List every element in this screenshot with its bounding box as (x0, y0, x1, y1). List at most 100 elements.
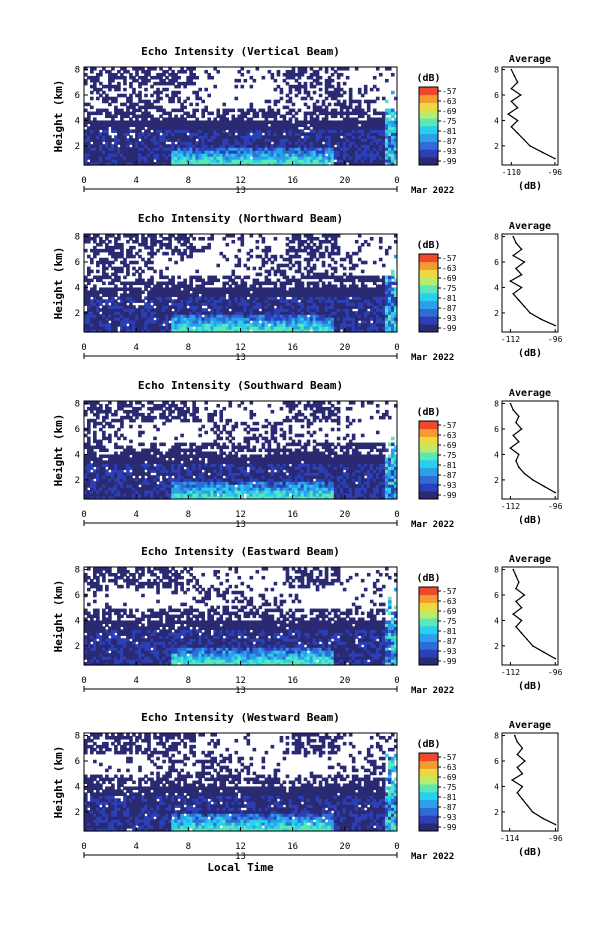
heatmap-cell (207, 242, 211, 247)
heatmap-cell (105, 481, 109, 485)
heatmap-cell (96, 242, 100, 247)
heatmap-cell (327, 81, 332, 86)
heatmap-cell (111, 260, 115, 265)
heatmap-cell (330, 93, 335, 98)
heatmap-cell (237, 302, 242, 306)
heatmap-cell (87, 236, 91, 241)
heatmap-cell (270, 156, 275, 160)
heatmap-cell (117, 108, 121, 113)
heatmap-cell (351, 305, 356, 309)
heatmap-cell (378, 129, 383, 133)
heatmap-cell (237, 159, 242, 163)
heatmap-cell (369, 329, 374, 333)
heatmap-cell (147, 138, 151, 142)
heatmap-cell (189, 75, 193, 80)
heatmap-cell (183, 129, 187, 133)
heatmap-cell (279, 305, 284, 309)
heatmap-cell (327, 293, 332, 297)
heatmap-cell (159, 272, 163, 277)
heatmap-cell (327, 251, 332, 256)
heatmap-cell (171, 287, 175, 292)
heatmap-cell (174, 302, 178, 306)
heatmap-cell (177, 162, 181, 166)
heatmap-cell (159, 153, 163, 157)
profile-point (516, 132, 519, 134)
heatmap-cell (255, 159, 260, 163)
heatmap-cell (339, 293, 344, 297)
heatmap-cell (282, 135, 287, 139)
heatmap-cell (159, 126, 163, 130)
heatmap-cell (285, 248, 290, 253)
heatmap-cell (156, 81, 160, 86)
heatmap-cell (135, 323, 139, 327)
heatmap-cell (120, 260, 124, 265)
heatmap-cell (342, 317, 347, 321)
heatmap-cell (87, 326, 91, 330)
heatmap-cell (273, 326, 278, 330)
heatmap-cell (201, 293, 205, 297)
heatmap-cell (132, 123, 136, 127)
heatmap-cell (240, 281, 245, 286)
heatmap-cell (234, 329, 239, 333)
heatmap-cell (99, 317, 103, 321)
heatmap-cell (330, 284, 335, 289)
heatmap-cell (309, 96, 314, 101)
heatmap-cell (135, 162, 139, 166)
heatmap-cell (327, 308, 332, 312)
heatmap-cell (246, 126, 251, 130)
heatmap-cell (204, 120, 208, 125)
heatmap-cell (303, 302, 308, 306)
heatmap-cell (381, 96, 386, 101)
heatmap-cell (126, 234, 130, 238)
heatmap-cell (288, 260, 293, 265)
heatmap-cell (243, 78, 248, 83)
heatmap-cell (114, 114, 118, 119)
heatmap-cell (288, 329, 293, 333)
heatmap-cell (309, 72, 314, 77)
heatmap-cell (114, 466, 118, 470)
heatmap-cell (264, 326, 269, 330)
heatmap-cell (363, 239, 368, 244)
heatmap-cell (270, 132, 275, 136)
heatmap-cell (102, 463, 106, 467)
heatmap-cell (174, 236, 178, 241)
heatmap-cell (195, 108, 199, 113)
colorbar-tick-label: -69 (442, 107, 457, 116)
heatmap-cell (213, 320, 218, 324)
heatmap-cell (369, 126, 374, 130)
heatmap-cell (117, 254, 121, 259)
heatmap-cell (228, 290, 233, 294)
heatmap-cell (171, 290, 175, 294)
heatmap-cell (237, 141, 242, 145)
heatmap-cell (321, 138, 326, 142)
heatmap-cell (306, 159, 311, 163)
colorbar-tick-label: -99 (442, 324, 457, 333)
heatmap-cell (165, 308, 169, 312)
heatmap-cell (309, 311, 314, 315)
heatmap-cell (153, 269, 157, 274)
heatmap-cell (267, 308, 272, 312)
heatmap-cell (309, 296, 314, 300)
heatmap-cell (345, 105, 350, 110)
heatmap-cell (315, 153, 320, 157)
heatmap-cell (99, 496, 103, 500)
heatmap-cell (261, 248, 266, 253)
heatmap-cell (117, 311, 121, 315)
heatmap-cell (246, 159, 251, 163)
heatmap-cell (138, 296, 142, 300)
heatmap-cell (222, 308, 227, 312)
heatmap-cell (186, 150, 190, 154)
heatmap-cell (300, 299, 305, 303)
heatmap-cell (192, 129, 196, 133)
heatmap-cell (339, 67, 344, 71)
heatmap-cell (102, 275, 106, 280)
heatmap-cell (360, 296, 365, 300)
heatmap-cell (258, 162, 263, 166)
heatmap-cell (159, 308, 163, 312)
heatmap-cell (231, 323, 236, 327)
heatmap-cell (135, 296, 139, 300)
heatmap-cell (369, 299, 374, 303)
heatmap-cell (264, 269, 269, 274)
heatmap-cell (297, 323, 302, 327)
heatmap-cell (384, 135, 389, 139)
